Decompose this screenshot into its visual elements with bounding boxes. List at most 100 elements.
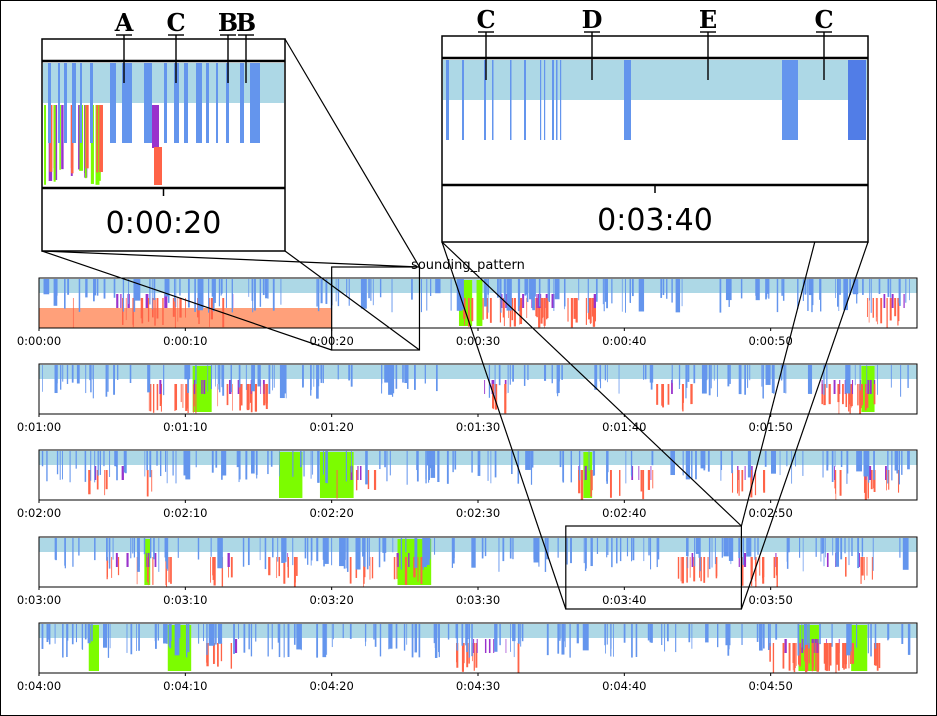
blue-mark	[404, 365, 408, 384]
blue-mark	[594, 365, 598, 390]
blue-mark	[311, 538, 313, 561]
blue-mark	[728, 538, 734, 561]
blue-mark	[719, 279, 722, 313]
red-mark	[689, 557, 691, 578]
blue-mark	[425, 538, 427, 565]
red-mark	[180, 384, 182, 403]
red-mark	[682, 384, 684, 412]
blue-mark	[835, 538, 837, 562]
blue-mark	[222, 365, 225, 396]
tick-label: 0:04:30	[456, 679, 500, 693]
tick-label: 0:01:50	[748, 420, 792, 434]
blue-mark	[450, 279, 452, 311]
salmon-region	[39, 308, 332, 328]
blue-mark	[566, 538, 568, 565]
blue-mark	[89, 365, 91, 381]
blue-mark	[623, 624, 626, 643]
blue-mark	[133, 538, 136, 558]
blue-mark	[365, 451, 368, 485]
blue-mark	[217, 365, 219, 390]
blue-mark	[316, 365, 319, 399]
red-mark	[221, 557, 224, 587]
blue-mark	[370, 279, 372, 301]
purple-mark	[833, 380, 836, 394]
blue-mark	[438, 624, 440, 653]
blue-mark	[134, 279, 141, 301]
blue-mark	[130, 538, 132, 559]
green-segment	[167, 625, 192, 671]
red-mark	[230, 643, 233, 669]
blue-mark	[278, 624, 281, 658]
blue-mark	[320, 279, 323, 304]
blue-mark	[635, 624, 638, 658]
blue-mark	[606, 538, 608, 558]
red-mark	[355, 470, 358, 491]
red-mark	[192, 384, 194, 413]
red-mark	[816, 643, 819, 669]
blue-mark	[561, 624, 565, 655]
red-mark	[146, 557, 149, 583]
red-mark	[107, 557, 108, 578]
blue-mark	[498, 538, 500, 572]
blue-mark	[250, 624, 253, 657]
blue-mark	[456, 624, 459, 651]
blue-mark	[245, 365, 247, 390]
red-mark	[543, 298, 546, 326]
inset-event-mark	[96, 105, 99, 173]
blue-mark	[374, 624, 377, 647]
blue-mark	[325, 279, 328, 304]
purple-mark	[115, 553, 118, 567]
blue-mark	[320, 365, 322, 380]
red-mark	[172, 298, 175, 317]
blue-mark	[165, 538, 168, 562]
red-mark	[875, 298, 877, 322]
blue-mark	[217, 624, 223, 644]
red-mark	[838, 384, 840, 414]
blue-mark	[562, 451, 564, 482]
red-mark	[763, 470, 766, 493]
blue-mark	[576, 624, 579, 644]
blue-mark	[147, 365, 151, 393]
blue-mark	[861, 538, 864, 557]
blue-mark	[557, 624, 560, 654]
chart-title: sounding_pattern	[411, 258, 525, 273]
blue-mark	[281, 538, 287, 562]
blue-mark	[632, 538, 635, 561]
blue-mark	[160, 451, 162, 477]
blue-mark	[498, 365, 501, 386]
tick-label: 0:03:40	[602, 593, 646, 607]
blue-mark	[466, 624, 468, 653]
blue-mark	[451, 538, 454, 568]
blue-mark	[279, 365, 285, 399]
red-mark	[105, 470, 108, 490]
timeline-row: 0:00:00 0:00:10 0:00:20 0:00:30 0:00:40 0:00:…	[17, 277, 918, 348]
blue-mark	[725, 624, 731, 646]
red-mark	[535, 298, 538, 317]
red-mark	[132, 298, 134, 328]
red-mark	[212, 643, 215, 664]
red-mark	[72, 298, 74, 328]
blue-mark	[217, 538, 223, 569]
blue-mark	[460, 279, 463, 305]
red-mark	[250, 384, 253, 413]
blue-mark	[347, 538, 349, 572]
blue-mark	[670, 451, 675, 476]
blue-mark	[116, 451, 118, 481]
blue-mark	[708, 538, 711, 570]
inset-event-mark	[78, 105, 80, 170]
blue-mark	[243, 624, 246, 653]
blue-mark	[657, 538, 660, 560]
red-mark	[848, 643, 850, 669]
blue-mark	[564, 279, 566, 307]
blue-mark	[158, 538, 160, 572]
blue-mark	[500, 279, 502, 313]
blue-mark	[310, 538, 312, 566]
blue-mark	[520, 624, 522, 647]
blue-mark	[839, 279, 841, 295]
red-mark	[147, 298, 150, 322]
red-mark	[897, 470, 900, 493]
blue-mark	[69, 451, 71, 483]
blue-mark	[820, 538, 822, 562]
blue-mark	[175, 279, 177, 308]
red-mark	[619, 470, 621, 496]
